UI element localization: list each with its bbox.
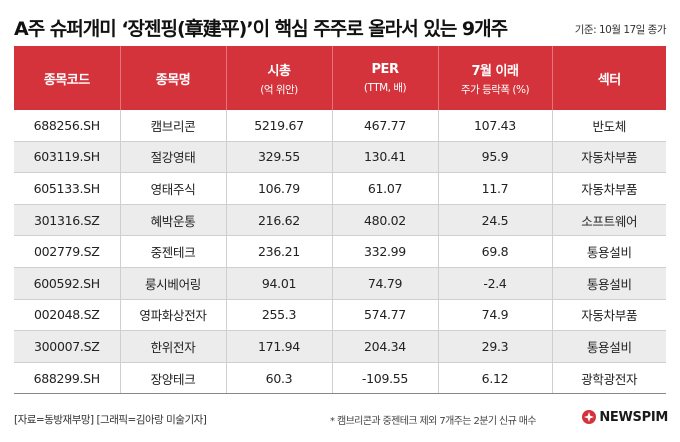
cell-name: 룽시베어링 xyxy=(119,267,226,300)
cell-name: 중젠테크 xyxy=(119,235,226,268)
cell-name: 영태주식 xyxy=(119,172,226,205)
cell-per: 332.99 xyxy=(331,235,438,268)
cell-per: -109.55 xyxy=(331,362,438,395)
cell-per: 480.02 xyxy=(331,204,438,237)
logo-text: NEWSPIM xyxy=(599,409,668,425)
cell-code: 605133.SH xyxy=(14,172,120,205)
cell-market-cap: 236.21 xyxy=(225,235,332,268)
cell-per: 467.77 xyxy=(331,110,438,142)
stock-table: 종목코드 종목명 시총 (억 위안) PER (TTM, 배) 7월 이래 주가 등락… xyxy=(14,46,666,395)
table-row: 688299.SH 장양테크 60.3 -109.55 6.12 광학광전자 xyxy=(14,362,666,395)
table-row: 605133.SH 영태주식 106.79 61.07 11.7 자동차부품 xyxy=(14,172,666,205)
cell-sector: 자동차부품 xyxy=(551,141,666,174)
cell-market-cap: 329.55 xyxy=(225,141,332,174)
cell-per: 130.41 xyxy=(331,141,438,174)
cell-sector: 반도체 xyxy=(551,110,666,142)
cell-name: 한위전자 xyxy=(119,330,226,363)
table-row: 002048.SZ 영파화상전자 255.3 574.77 74.9 자동차부품 xyxy=(14,299,666,332)
cell-sector: 통용설비 xyxy=(551,330,666,363)
cell-per: 61.07 xyxy=(331,172,438,205)
cell-change: 74.9 xyxy=(437,299,552,332)
page-title: A주 슈퍼개미 ‘장젠핑(章建平)’이 핵심 주주로 올라서 있는 9개주 xyxy=(14,18,508,40)
cell-code: 002779.SZ xyxy=(14,235,120,268)
header-market-cap: 시총 (억 위안) xyxy=(225,46,332,110)
cell-market-cap: 255.3 xyxy=(225,299,332,332)
cell-sector: 자동차부품 xyxy=(551,299,666,332)
table-header-row: 종목코드 종목명 시총 (억 위안) PER (TTM, 배) 7월 이래 주가 등락… xyxy=(14,46,666,110)
cell-change: 11.7 xyxy=(437,172,552,205)
cell-name: 혜박운통 xyxy=(119,204,226,237)
cell-code: 688256.SH xyxy=(14,110,120,142)
header-per: PER (TTM, 배) xyxy=(331,46,438,110)
cell-name: 캠브리콘 xyxy=(119,110,226,142)
newspim-logo: NEWSPIM xyxy=(581,409,668,425)
cell-change: 107.43 xyxy=(437,110,552,142)
cell-sector: 광학광전자 xyxy=(551,362,666,395)
table-row: 688256.SH 캠브리콘 5219.67 467.77 107.43 반도체 xyxy=(14,110,666,142)
table-row: 603119.SH 절강영태 329.55 130.41 95.9 자동차부품 xyxy=(14,141,666,174)
cell-code: 600592.SH xyxy=(14,267,120,300)
header-sector: 섹터 xyxy=(551,46,666,110)
footnote: * 캠브리콘과 중젠테크 제외 7개주는 2분기 신규 매수 xyxy=(330,416,537,427)
cell-per: 74.79 xyxy=(331,267,438,300)
cell-change: 29.3 xyxy=(437,330,552,363)
table-row: 002779.SZ 중젠테크 236.21 332.99 69.8 통용설비 xyxy=(14,235,666,268)
cell-market-cap: 171.94 xyxy=(225,330,332,363)
cell-market-cap: 216.62 xyxy=(225,204,332,237)
table-row: 600592.SH 룽시베어링 94.01 74.79 -2.4 통용설비 xyxy=(14,267,666,300)
cell-per: 574.77 xyxy=(331,299,438,332)
cell-per: 204.34 xyxy=(331,330,438,363)
newspim-logo-icon xyxy=(582,410,597,424)
cell-change: 95.9 xyxy=(437,141,552,174)
table-row: 300007.SZ 한위전자 171.94 204.34 29.3 통용설비 xyxy=(14,330,666,363)
credit-note: [자료=동방재부망] [그래픽=김아랑 미술기자] xyxy=(14,414,207,426)
cell-code: 002048.SZ xyxy=(14,299,120,332)
date-note: 기준: 10월 17일 종가 xyxy=(574,24,667,36)
header-name: 종목명 xyxy=(119,46,226,110)
header-change: 7월 이래 주가 등락폭 (%) xyxy=(437,46,552,110)
cell-change: 6.12 xyxy=(437,362,552,395)
cell-name: 장양테크 xyxy=(119,362,226,395)
cell-name: 영파화상전자 xyxy=(119,299,226,332)
cell-market-cap: 60.3 xyxy=(225,362,332,395)
cell-name: 절강영태 xyxy=(119,141,226,174)
cell-code: 301316.SZ xyxy=(14,204,120,237)
table-row: 301316.SZ 혜박운통 216.62 480.02 24.5 소프트웨어 xyxy=(14,204,666,237)
cell-market-cap: 94.01 xyxy=(225,267,332,300)
header-code: 종목코드 xyxy=(14,46,120,110)
cell-sector: 자동차부품 xyxy=(551,172,666,205)
cell-code: 300007.SZ xyxy=(14,330,120,363)
cell-sector: 통용설비 xyxy=(551,267,666,300)
cell-code: 688299.SH xyxy=(14,362,120,395)
cell-change: 69.8 xyxy=(437,235,552,268)
cell-market-cap: 5219.67 xyxy=(225,110,332,142)
cell-market-cap: 106.79 xyxy=(225,172,332,205)
cell-change: -2.4 xyxy=(437,267,552,300)
cell-sector: 통용설비 xyxy=(551,235,666,268)
cell-change: 24.5 xyxy=(437,204,552,237)
cell-sector: 소프트웨어 xyxy=(551,204,666,237)
cell-code: 603119.SH xyxy=(14,141,120,174)
